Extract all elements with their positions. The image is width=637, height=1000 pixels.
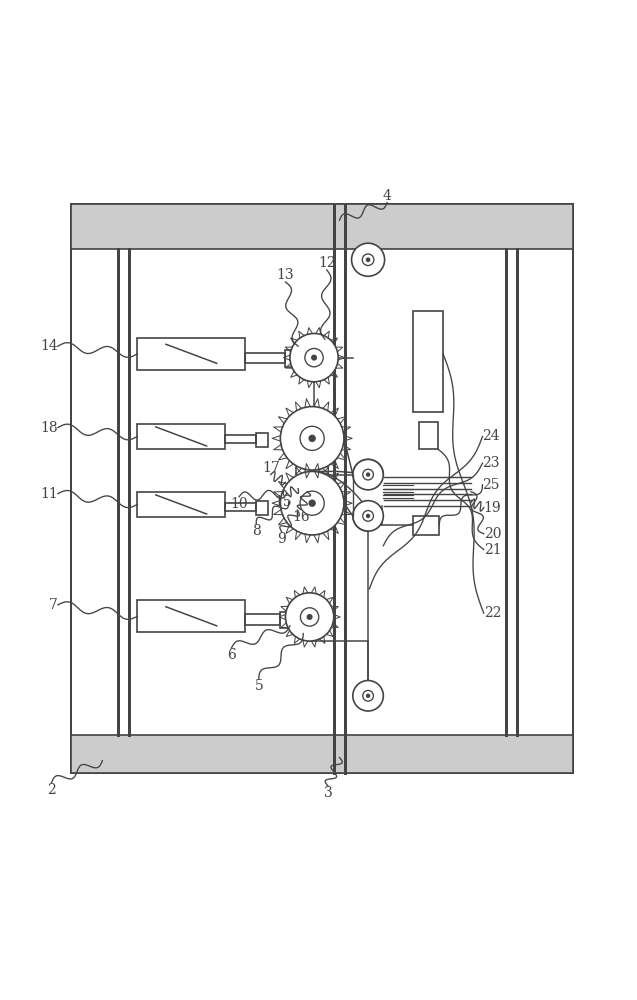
- Circle shape: [310, 500, 315, 506]
- Text: 4: 4: [383, 189, 392, 203]
- Bar: [225, 435, 255, 443]
- Circle shape: [301, 608, 318, 626]
- Bar: [280, 612, 294, 628]
- Text: 14: 14: [40, 339, 58, 353]
- Circle shape: [366, 258, 369, 261]
- Text: 7: 7: [49, 598, 58, 612]
- Circle shape: [308, 615, 311, 619]
- Circle shape: [367, 473, 369, 476]
- Bar: [138, 338, 245, 370]
- Circle shape: [285, 593, 334, 641]
- Bar: [138, 600, 245, 632]
- Bar: [225, 503, 255, 511]
- Bar: [138, 492, 225, 517]
- Text: 24: 24: [482, 429, 500, 443]
- Text: 17: 17: [262, 461, 280, 475]
- Bar: [71, 204, 573, 773]
- Circle shape: [362, 511, 373, 521]
- Text: 6: 6: [227, 648, 236, 662]
- Text: 15: 15: [275, 495, 292, 509]
- Bar: [413, 311, 443, 412]
- Bar: [138, 424, 225, 449]
- Bar: [245, 614, 280, 625]
- Text: 9: 9: [277, 532, 286, 546]
- Bar: [255, 433, 268, 447]
- Text: 18: 18: [40, 421, 58, 435]
- Text: 3: 3: [324, 786, 333, 800]
- Text: 11: 11: [40, 487, 58, 501]
- Circle shape: [280, 407, 344, 470]
- Text: 22: 22: [483, 606, 501, 620]
- Text: 20: 20: [483, 527, 501, 541]
- Circle shape: [290, 333, 338, 382]
- Text: 25: 25: [482, 478, 500, 492]
- Circle shape: [362, 254, 374, 266]
- Circle shape: [280, 471, 344, 535]
- Circle shape: [352, 243, 385, 276]
- Circle shape: [305, 348, 323, 367]
- Bar: [71, 735, 573, 773]
- Circle shape: [310, 435, 315, 441]
- Bar: [245, 353, 285, 363]
- Bar: [255, 501, 268, 515]
- Bar: [71, 204, 573, 249]
- Circle shape: [362, 469, 373, 480]
- Text: 13: 13: [276, 268, 294, 282]
- Text: 23: 23: [482, 456, 500, 470]
- Text: 12: 12: [318, 256, 336, 270]
- Circle shape: [367, 694, 369, 697]
- Bar: [413, 516, 440, 535]
- Text: 16: 16: [292, 510, 310, 524]
- Circle shape: [300, 491, 324, 515]
- Bar: [419, 422, 438, 449]
- Circle shape: [367, 515, 369, 517]
- Circle shape: [362, 690, 373, 701]
- Text: 5: 5: [254, 679, 263, 693]
- Circle shape: [300, 426, 324, 450]
- Bar: [285, 350, 299, 367]
- Text: 10: 10: [230, 497, 248, 511]
- Text: 2: 2: [47, 783, 56, 797]
- Text: 8: 8: [252, 524, 261, 538]
- Text: 21: 21: [483, 543, 501, 557]
- Circle shape: [353, 459, 383, 490]
- Text: 19: 19: [483, 501, 501, 515]
- Circle shape: [353, 681, 383, 711]
- Circle shape: [353, 501, 383, 531]
- Circle shape: [312, 355, 316, 360]
